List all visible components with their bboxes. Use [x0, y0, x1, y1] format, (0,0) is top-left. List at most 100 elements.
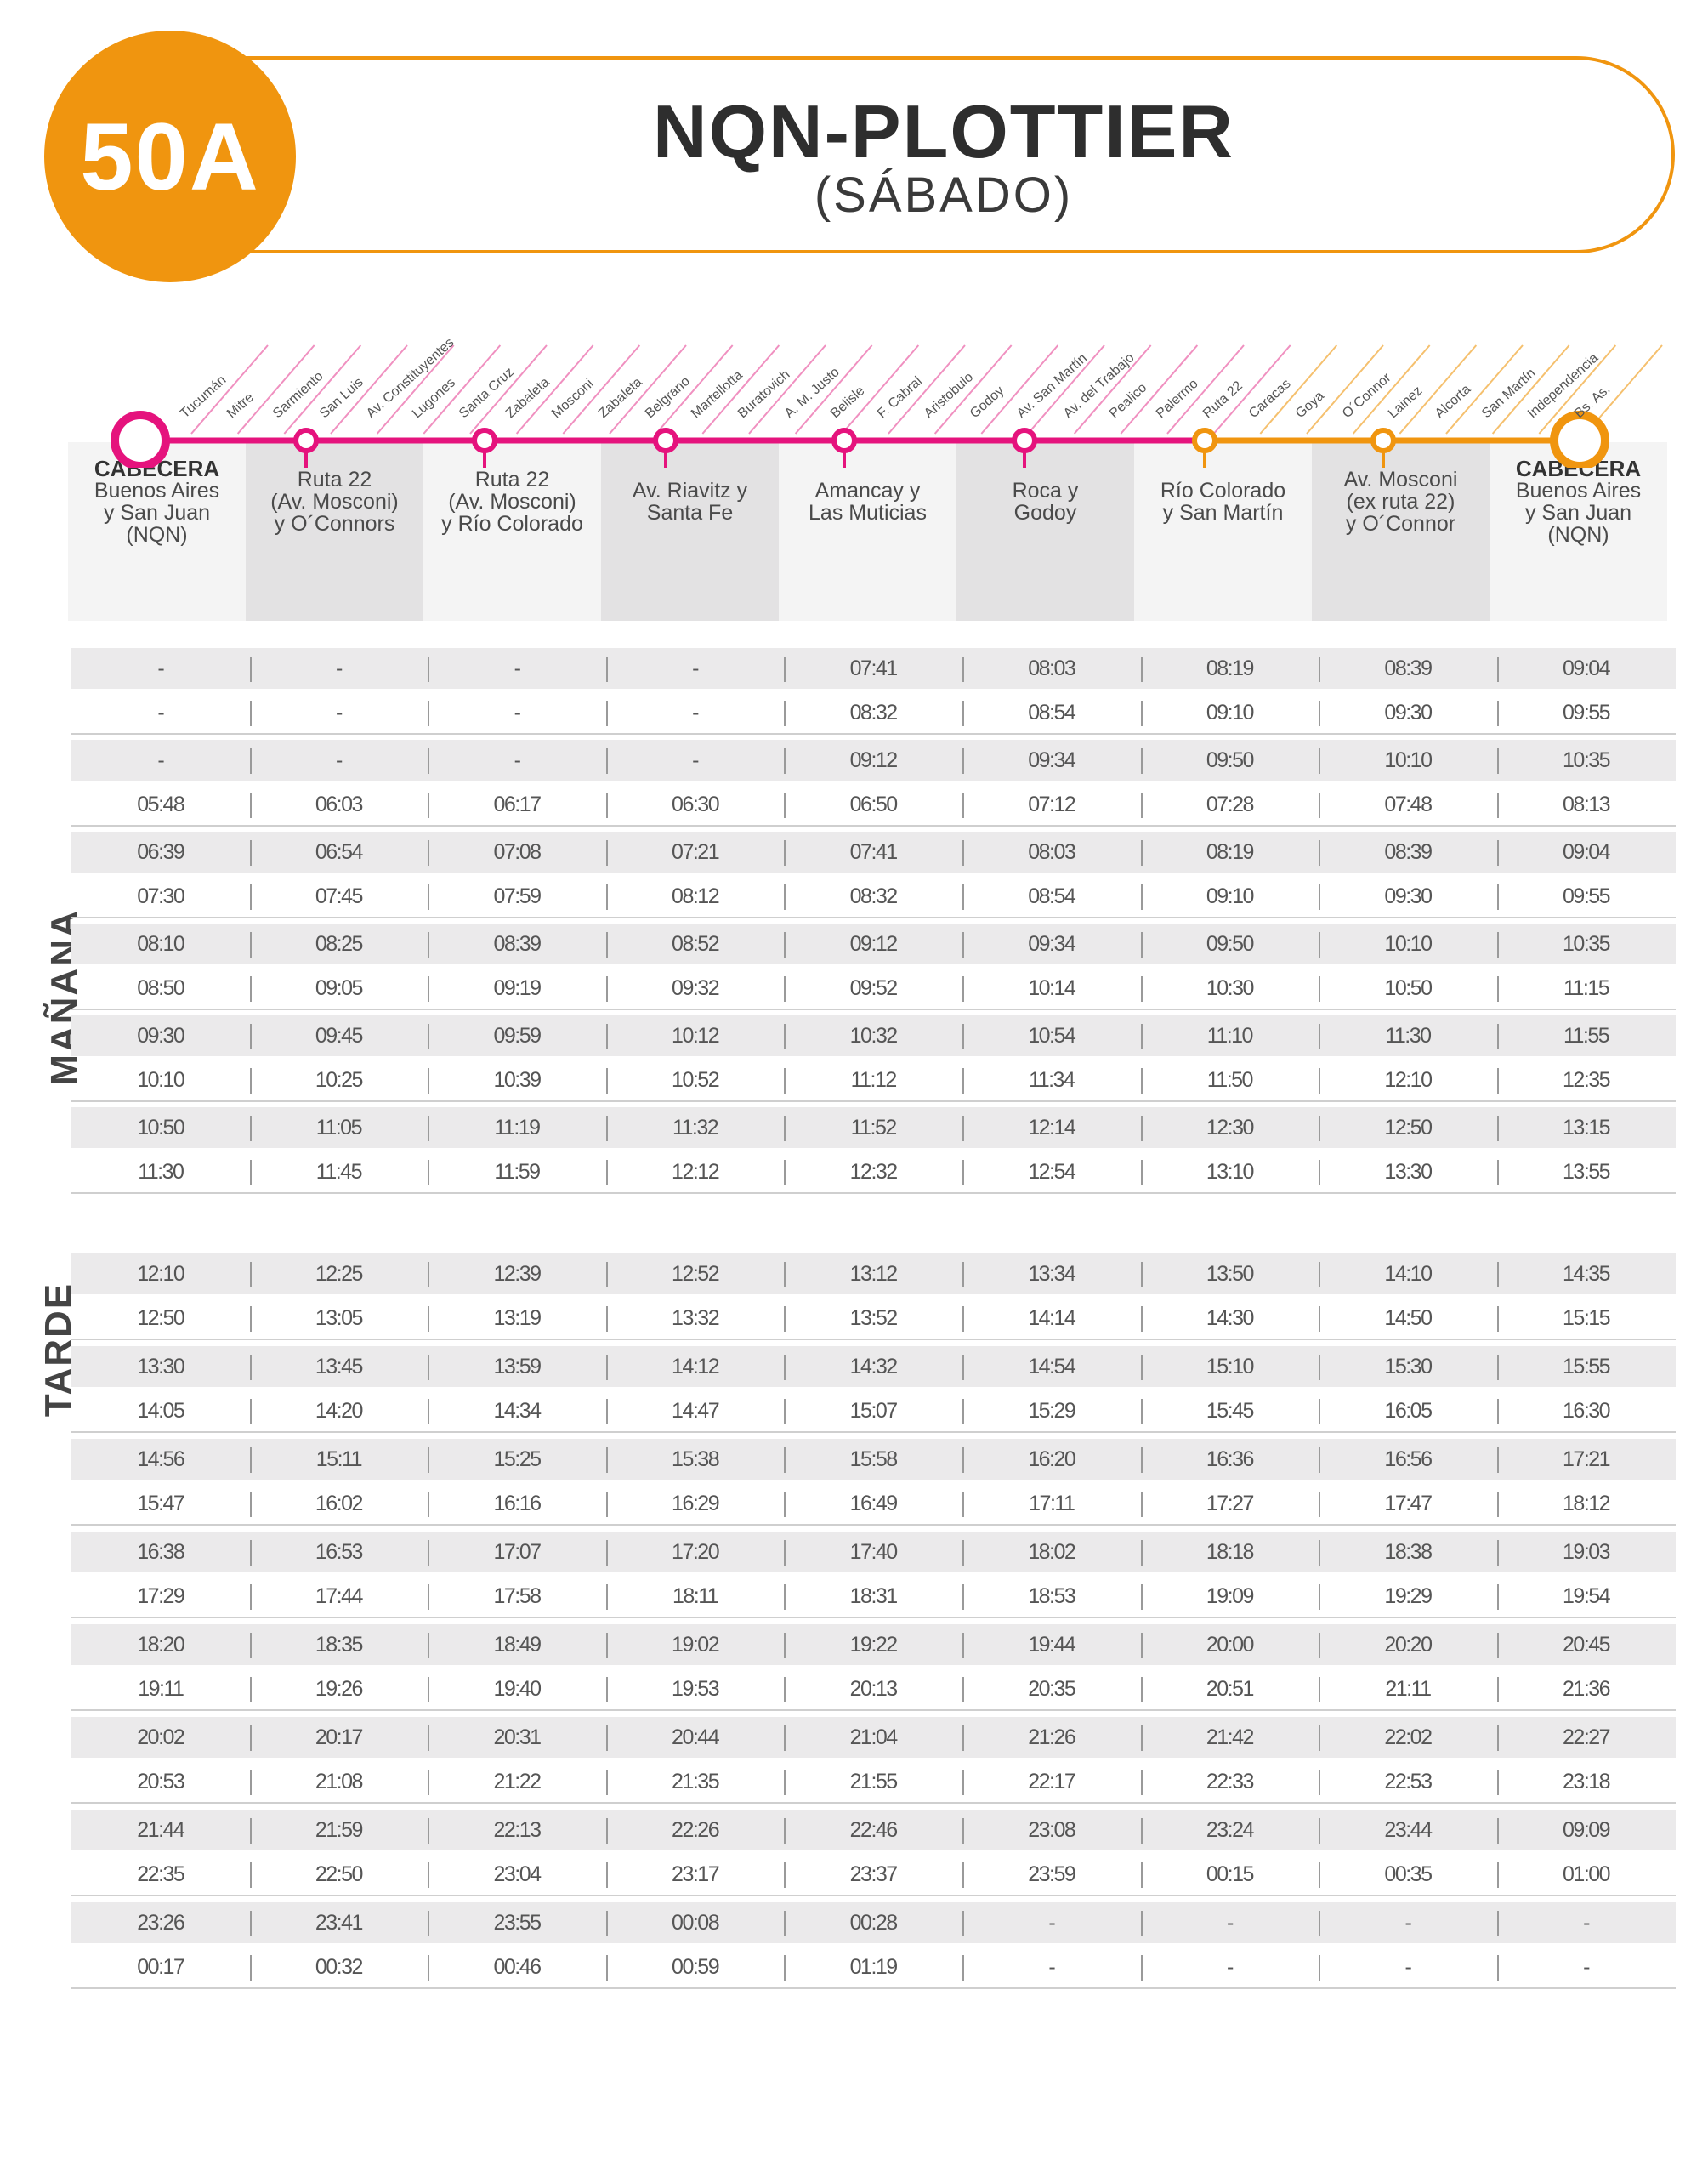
time-cell: 20:45	[1496, 1624, 1676, 1665]
time-cell: 10:35	[1496, 924, 1676, 964]
time-cell: 13:30	[137, 1354, 185, 1378]
time-cell: 16:16	[428, 1483, 606, 1524]
street-ticks	[190, 344, 1663, 435]
table-row: 11:30 11:45 11:59 12:12 12:32 12:54 13:10 13:30…	[71, 1151, 1676, 1194]
time-cell: 13:52	[784, 1298, 962, 1339]
time-cell: 19:40	[428, 1668, 606, 1709]
table-row: 08:50 09:05 09:19 09:32 09:52 10:14 10:30 10:50…	[71, 968, 1676, 1010]
time-cell: 22:17	[962, 1761, 1141, 1802]
time-cell: 21:04	[784, 1717, 962, 1758]
time-cell: 16:30	[1496, 1390, 1676, 1431]
time-cell: 07:48	[1319, 784, 1497, 825]
street-tick	[1306, 344, 1384, 435]
time-cell: 10:35	[1496, 740, 1676, 781]
time-cell: 06:54	[249, 832, 428, 873]
time-cell: 16:56	[1319, 1439, 1497, 1480]
time-cell: 11:52	[784, 1107, 962, 1148]
street-tick	[423, 344, 502, 435]
time-cell: 19:53	[605, 1668, 785, 1709]
time-cell: 18:38	[1319, 1532, 1497, 1572]
time-cell: 07:28	[1140, 784, 1319, 825]
time-cell: 16:38	[137, 1539, 185, 1564]
time-cell: 16:20	[962, 1439, 1141, 1480]
time-cell: -	[249, 740, 428, 781]
time-cell: -	[1496, 1902, 1676, 1943]
time-cell: -	[1140, 1902, 1319, 1943]
time-cell: 07:41	[784, 648, 962, 689]
table-row: - - - -07:41 08:03 08:19 08:39 09:04	[71, 648, 1676, 689]
time-cell: 09:19	[428, 968, 606, 1009]
time-cell: 09:59	[428, 1015, 606, 1056]
table-row: 10:10 10:25 10:39 10:52 11:12 11:34 11:50 12:10…	[71, 1060, 1676, 1102]
time-cell: 09:30	[137, 1023, 185, 1048]
time-cell: 23:55	[428, 1902, 606, 1943]
street-tick	[933, 344, 1013, 435]
stop-label: Av. Mosconi (ex ruta 22) y O´Connor	[1344, 469, 1458, 535]
table-row: 12:50 13:05 13:19 13:32 13:52 14:14 14:30 14:50…	[71, 1298, 1676, 1340]
time-cell: -	[962, 1902, 1141, 1943]
time-cell: 14:54	[962, 1346, 1141, 1387]
time-cell: 11:50	[1140, 1060, 1319, 1100]
time-cell: 18:20	[137, 1632, 185, 1657]
time-cell: 10:30	[1140, 968, 1319, 1009]
street-tick	[1491, 344, 1570, 435]
time-cell: 14:56	[137, 1447, 185, 1471]
table-row: 12:10 12:25 12:39 12:52 13:12 13:34 13:50 14:10…	[71, 1253, 1676, 1294]
time-cell: 12:10	[1319, 1060, 1497, 1100]
time-cell: 08:13	[1496, 784, 1676, 825]
time-cell: 21:26	[962, 1717, 1141, 1758]
time-cell: 10:10	[1319, 924, 1497, 964]
time-cell: 07:41	[784, 832, 962, 873]
street-tick	[190, 344, 269, 435]
time-cell: -	[249, 648, 428, 689]
stop-marker	[831, 428, 857, 453]
time-cell: 21:55	[784, 1761, 962, 1802]
time-cell: 15:11	[249, 1439, 428, 1480]
stop-marker	[472, 428, 497, 453]
street-tick	[655, 344, 734, 435]
time-cell: 23:04	[428, 1854, 606, 1895]
time-cell: 23:44	[1319, 1810, 1497, 1850]
time-cell: 09:04	[1496, 648, 1676, 689]
time-cell: 13:45	[249, 1346, 428, 1387]
time-cell: -	[1319, 1947, 1497, 1987]
time-cell: 13:50	[1140, 1253, 1319, 1294]
street-tick	[515, 344, 594, 435]
time-cell: 00:32	[249, 1947, 428, 1987]
time-cell: 00:17	[137, 1954, 185, 1979]
time-cell: 13:34	[962, 1253, 1141, 1294]
time-cell: 23:37	[784, 1854, 962, 1895]
time-cell: 12:12	[605, 1151, 785, 1192]
time-cell: 20:00	[1140, 1624, 1319, 1665]
stop-label: CABECERA Buenos Aires y San Juan (NQN)	[1516, 458, 1641, 546]
stop-marker	[293, 428, 319, 453]
table-row: 07:30 07:45 07:59 08:12 08:32 08:54 09:10 09:30…	[71, 876, 1676, 918]
time-cell: 17:40	[784, 1532, 962, 1572]
stop-name: Ruta 22 (Av. Mosconi) y Río Colorado	[441, 468, 583, 536]
time-cell: 23:24	[1140, 1810, 1319, 1850]
time-cell: 09:50	[1140, 924, 1319, 964]
time-cell: 18:53	[962, 1576, 1141, 1617]
route-subtitle: (SÁBADO)	[814, 168, 1074, 223]
table-row: 05:48 06:03 06:17 06:30 06:50 07:12 07:28 07:48…	[71, 784, 1676, 827]
time-cell: 21:22	[428, 1761, 606, 1802]
time-cell: 15:58	[784, 1439, 962, 1480]
table-row: 00:17 00:32 00:46 00:59 01:19- - - -	[71, 1947, 1676, 1989]
street-tick	[1538, 344, 1617, 435]
time-cell: 12:10	[137, 1261, 185, 1286]
time-cell: 11:30	[1319, 1015, 1497, 1056]
stop-column: Río Colorado y San Martín	[1134, 442, 1312, 621]
time-cell: 00:15	[1140, 1854, 1319, 1895]
stop-marker	[1012, 428, 1037, 453]
time-cell: 16:02	[249, 1483, 428, 1524]
table-row: 23:26 23:41 23:55 00:08 00:28- - - -	[71, 1902, 1676, 1943]
stop-name: Buenos Aires y San Juan (NQN)	[1515, 479, 1642, 547]
time-cell: 07:21	[605, 832, 785, 873]
time-cell: 23:17	[605, 1854, 785, 1895]
time-cell: 21:08	[249, 1761, 428, 1802]
time-cell: -	[1140, 1947, 1319, 1987]
time-cell: 12:30	[1140, 1107, 1319, 1148]
time-cell: -	[962, 1947, 1141, 1987]
stop-name: Ruta 22 (Av. Mosconi) y O´Connors	[270, 468, 399, 536]
time-cell: 09:34	[962, 740, 1141, 781]
